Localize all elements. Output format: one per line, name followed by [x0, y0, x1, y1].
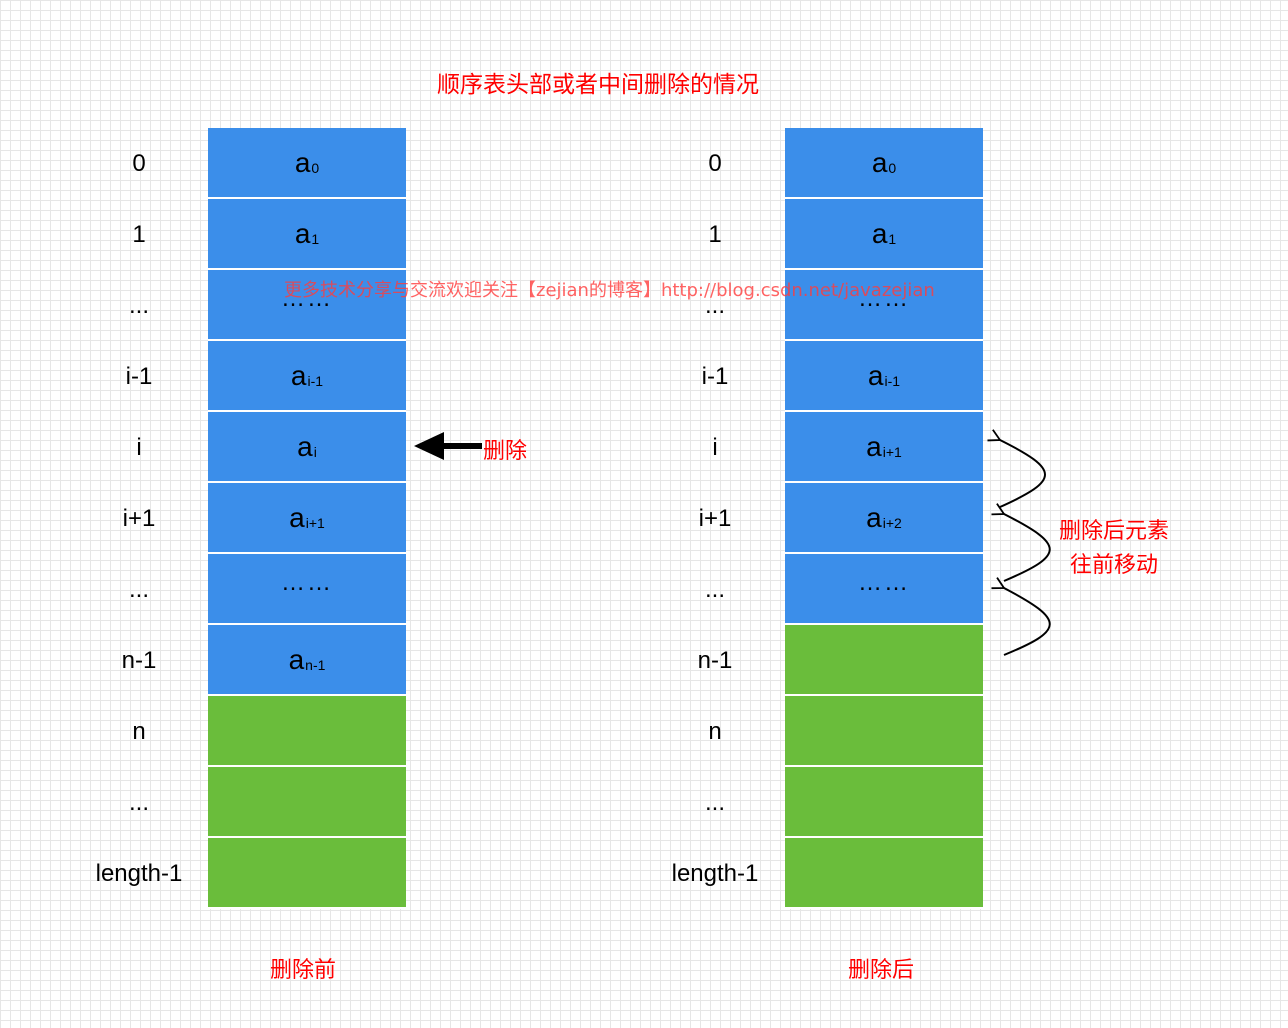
delete-label: 删除: [483, 439, 528, 464]
array-cell: a i-1: [785, 341, 983, 412]
array-cell: [785, 625, 983, 696]
index-label: i+1: [122, 505, 156, 532]
array-cell: [208, 838, 406, 909]
index-label: ...: [704, 789, 725, 816]
array-cell: [785, 838, 983, 909]
index-label: i+1: [698, 505, 732, 532]
index-label: n-1: [121, 647, 157, 674]
element-subscript: n-1: [305, 656, 326, 673]
index-label: i: [136, 434, 142, 461]
delete-arrow: [414, 432, 482, 460]
move-arrow-1: [987, 429, 1046, 508]
diagram-title: 顺序表头部或者中间删除的情况: [437, 72, 759, 98]
index-label: i: [712, 434, 718, 461]
array-cell: ……: [785, 270, 983, 341]
ellipsis: ……: [281, 284, 333, 312]
array-cell: [785, 696, 983, 767]
element-subscript: i: [313, 443, 317, 460]
array-cell: ……: [785, 554, 983, 625]
element-name: a: [867, 359, 884, 391]
element-name: a: [288, 643, 305, 675]
index-label: 0: [132, 150, 146, 177]
move-arrow-2: [991, 503, 1051, 582]
ellipsis: ……: [858, 568, 910, 596]
array-cell: [208, 696, 406, 767]
element-subscript: 0: [888, 159, 897, 176]
array-cell: [785, 767, 983, 838]
element-name: a: [871, 217, 888, 249]
index-label: length-1: [671, 860, 759, 887]
watermark: 更多技术分享与交流欢迎关注【zejian的博客】http://blog.csdn…: [284, 280, 935, 301]
element-subscript: 1: [311, 230, 320, 247]
element-subscript: i+1: [882, 443, 902, 460]
index-label: 0: [708, 150, 722, 177]
element-name: a: [294, 146, 311, 178]
index-label: 1: [708, 221, 722, 248]
index-label: ...: [704, 292, 725, 319]
index-label: ...: [704, 576, 725, 603]
index-label: n: [708, 718, 722, 745]
element-subscript: i+1: [305, 514, 325, 531]
array-cell: a n-1: [208, 625, 406, 696]
caption-before: 删除前: [269, 958, 336, 983]
element-subscript: i-1: [307, 372, 324, 389]
move-label-line-1: 删除后元素: [1058, 519, 1169, 544]
move-label-line-2: 往前移动: [1069, 553, 1158, 578]
element-name: a: [297, 430, 313, 462]
element-subscript: i+2: [882, 514, 902, 531]
move-arrow-3: [991, 577, 1051, 656]
index-label: length-1: [95, 860, 183, 887]
move-forward-label: 删除后元素 往前移动: [1048, 515, 1180, 583]
element-name: a: [294, 217, 311, 249]
array-cell: a i-1: [208, 341, 406, 412]
ellipsis: ……: [281, 568, 333, 596]
index-label: n-1: [697, 647, 733, 674]
element-name: a: [290, 359, 307, 391]
element-name: a: [866, 430, 882, 462]
array-cell: [208, 767, 406, 838]
element-name: a: [866, 501, 882, 533]
index-label: ...: [128, 292, 149, 319]
array-before: a 0 a 1…… a i-1 a i a i+1…… a n-1: [208, 128, 406, 909]
index-label: 1: [132, 221, 146, 248]
array-after: a 0 a 1…… a i-1 a i+1 a i+2……: [785, 128, 983, 909]
element-name: a: [289, 501, 305, 533]
index-label: i-1: [701, 363, 729, 390]
element-subscript: i-1: [884, 372, 901, 389]
caption-after: 删除后: [847, 958, 914, 983]
index-label: n: [132, 718, 146, 745]
element-subscript: 0: [311, 159, 320, 176]
index-label: i-1: [125, 363, 153, 390]
index-label: ...: [128, 789, 149, 816]
element-name: a: [871, 146, 888, 178]
ellipsis: ……: [858, 284, 910, 312]
array-cell: a i+1: [208, 483, 406, 554]
array-cell: a i+2: [785, 483, 983, 554]
element-subscript: 1: [888, 230, 897, 247]
array-cell: a i+1: [785, 412, 983, 483]
index-label: ...: [128, 576, 149, 603]
array-cell: ……: [208, 270, 406, 341]
array-cell: ……: [208, 554, 406, 625]
